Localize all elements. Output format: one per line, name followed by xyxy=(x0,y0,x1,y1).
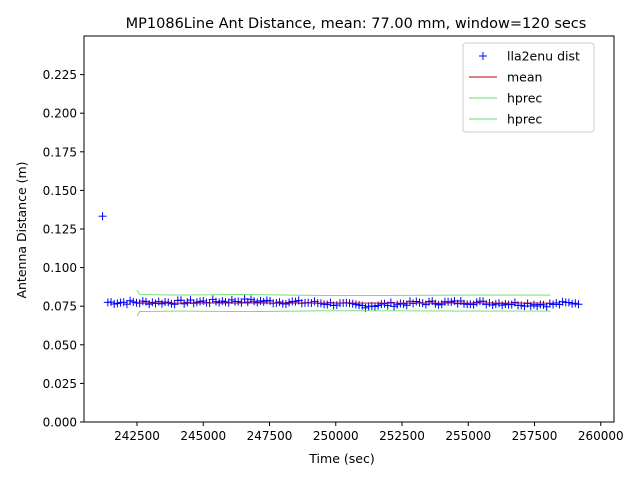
x-axis-label: Time (sec) xyxy=(308,451,374,466)
scatter-point xyxy=(370,302,379,311)
scatter-point xyxy=(157,299,166,308)
scatter-point xyxy=(275,298,284,307)
scatter-point xyxy=(571,299,580,308)
y-axis-label: Antenna Distance (m) xyxy=(14,161,29,298)
series-line-2 xyxy=(136,289,551,296)
scatter-point xyxy=(498,301,507,310)
scatter-point xyxy=(539,300,548,309)
scatter-point xyxy=(215,298,224,307)
y-tick-label: 0.225 xyxy=(43,68,77,82)
scatter-point xyxy=(558,297,567,306)
scatter-point xyxy=(164,298,173,307)
y-tick-label: 0.100 xyxy=(43,261,77,275)
scatter-point xyxy=(129,297,138,306)
scatter-point-outlier xyxy=(98,212,107,221)
legend-box xyxy=(462,42,595,133)
scatter-point xyxy=(110,300,119,309)
y-tick-label: 0.150 xyxy=(43,184,77,198)
x-tick-label: 255000 xyxy=(445,429,491,443)
scatter-point xyxy=(167,299,176,308)
x-tick-label: 250000 xyxy=(313,429,359,443)
scatter-point xyxy=(113,299,122,308)
scatter-point xyxy=(507,300,516,309)
scatter-point xyxy=(211,297,220,306)
y-tick-label: 0.125 xyxy=(43,223,77,237)
y-tick-label: 0.200 xyxy=(43,107,77,121)
scatter-point xyxy=(119,298,128,307)
scatter-point xyxy=(281,300,290,309)
scatter-point xyxy=(469,300,478,309)
legend-marker-plus xyxy=(479,52,487,60)
x-tick-label: 242500 xyxy=(114,429,160,443)
series-line-3 xyxy=(136,310,551,317)
scatter-point xyxy=(351,300,360,309)
scatter-point xyxy=(192,298,201,307)
scatter-point xyxy=(574,300,583,309)
scatter-point xyxy=(218,297,227,306)
plot-area xyxy=(98,212,583,317)
scatter-point xyxy=(482,300,491,309)
scatter-point xyxy=(542,302,551,311)
scatter-point xyxy=(138,297,147,306)
scatter-point xyxy=(434,300,443,309)
x-tick-label: 257500 xyxy=(512,429,558,443)
x-tick-label: 245000 xyxy=(180,429,226,443)
scatter-point xyxy=(107,298,116,307)
scatter-point xyxy=(348,299,357,308)
scatter-point xyxy=(253,298,262,307)
scatter-point xyxy=(285,298,294,307)
legend: lla2enu dist mean hprec hprec xyxy=(462,42,595,133)
scatter-point xyxy=(122,300,131,309)
scatter-point xyxy=(234,297,243,306)
scatter-point xyxy=(170,300,179,309)
x-tick-label: 252500 xyxy=(379,429,425,443)
scatter-point xyxy=(564,298,573,307)
y-tick-label: 0.050 xyxy=(43,338,77,352)
legend-label: hprec xyxy=(507,112,542,127)
y-tick-label: 0.075 xyxy=(43,300,77,314)
y-tick-label: 0.000 xyxy=(43,416,77,430)
scatter-point xyxy=(291,297,300,306)
scatter-point xyxy=(246,295,255,304)
scatter-point xyxy=(472,298,481,307)
scatter-point xyxy=(390,302,399,311)
scatter-point xyxy=(310,297,319,306)
scatter-point xyxy=(488,300,497,309)
y-tick-label: 0.025 xyxy=(43,377,77,391)
x-tick-label: 260000 xyxy=(578,429,624,443)
scatter-point xyxy=(196,297,205,306)
scatter-point xyxy=(447,297,456,306)
scatter-point xyxy=(148,298,157,307)
scatter-point xyxy=(221,297,230,306)
scatter-point xyxy=(380,299,389,308)
x-tick-label: 247500 xyxy=(247,429,293,443)
chart-title: MP1086Line Ant Distance, mean: 77.00 mm,… xyxy=(126,16,587,32)
scatter-point xyxy=(259,297,268,306)
scatter-point xyxy=(332,301,341,310)
scatter-point xyxy=(412,297,421,306)
scatter-point xyxy=(199,296,208,305)
scatter-point xyxy=(552,299,561,308)
legend-label: hprec xyxy=(507,91,542,106)
scatter-point xyxy=(399,299,408,308)
scatter-point xyxy=(386,298,395,307)
legend-label: mean xyxy=(507,70,542,85)
scatter-point xyxy=(227,295,236,304)
legend-label: lla2enu dist xyxy=(507,49,580,64)
y-tick-label: 0.175 xyxy=(43,145,77,159)
scatter-point xyxy=(126,296,135,305)
scatter-point xyxy=(393,300,402,309)
scatter-point xyxy=(323,300,332,309)
scatter-point xyxy=(145,300,154,309)
scatter-point xyxy=(355,301,364,310)
scatter-point xyxy=(491,300,500,309)
scatter-point xyxy=(180,299,189,308)
